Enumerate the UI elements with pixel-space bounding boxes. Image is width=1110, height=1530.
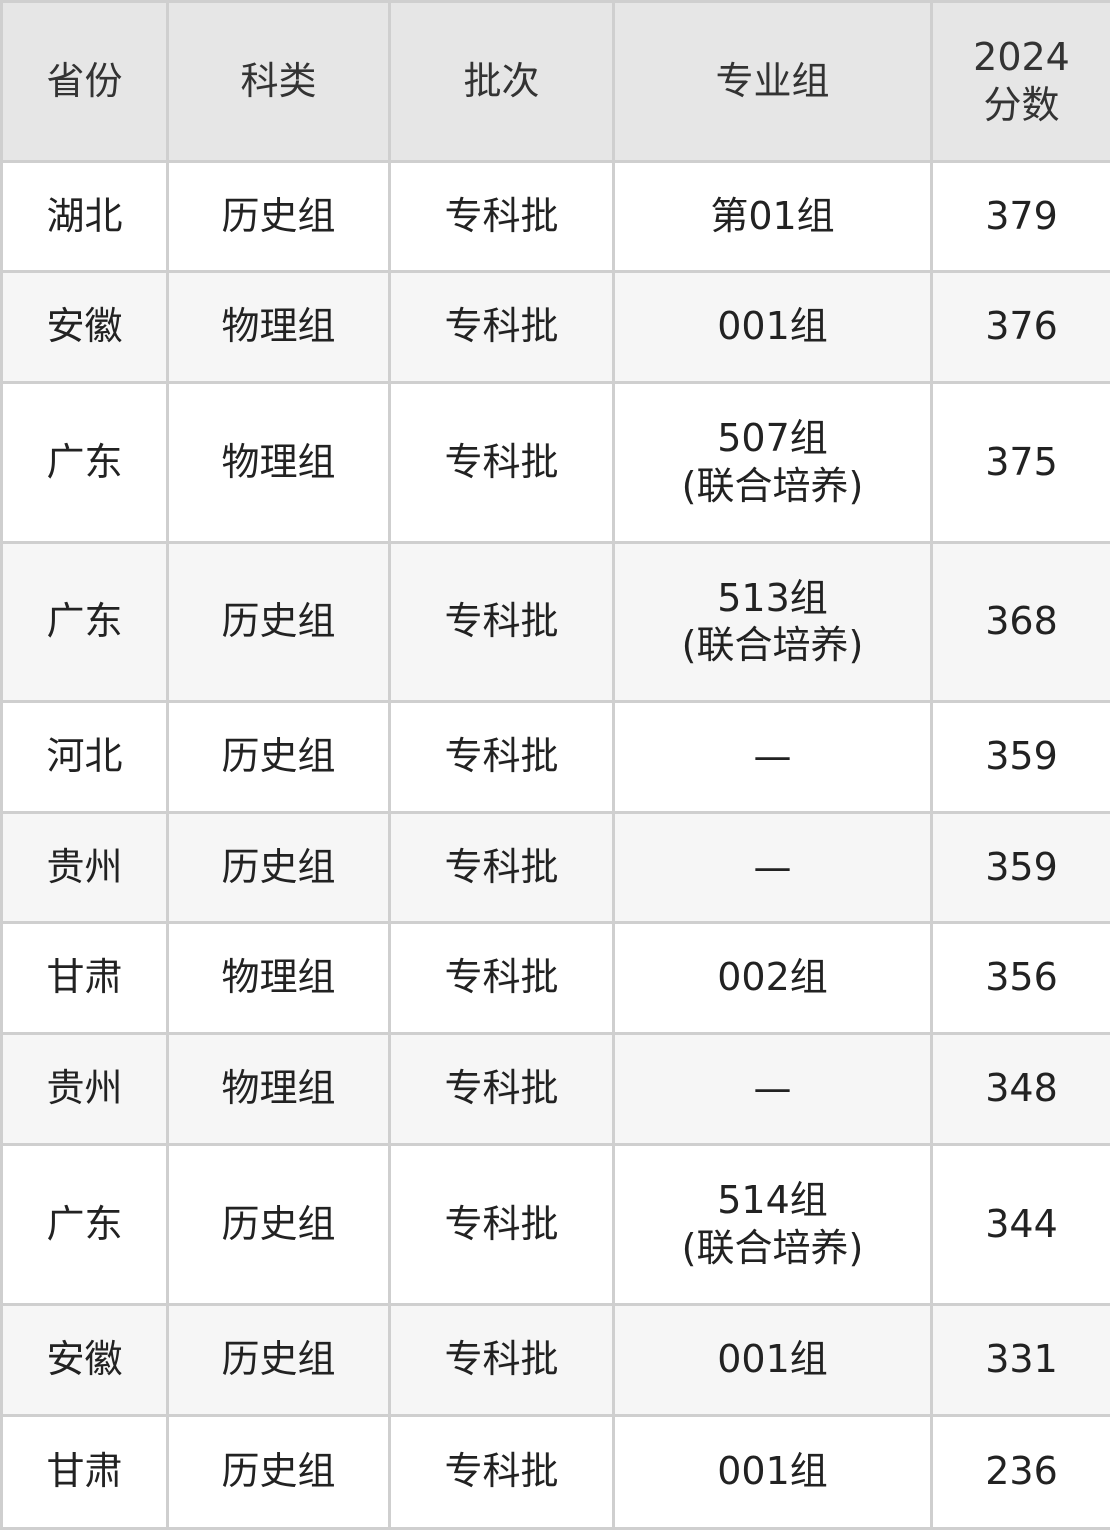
table-row: 贵州物理组专科批—348: [2, 1034, 1110, 1145]
table-cell: 历史组: [168, 543, 390, 702]
table-cell: 广东: [2, 543, 168, 702]
table-cell: 物理组: [168, 923, 390, 1034]
table-cell: 历史组: [168, 702, 390, 813]
table-cell: 第01组: [614, 162, 932, 272]
table-cell: 368: [932, 543, 1110, 702]
table-cell: 历史组: [168, 1305, 390, 1416]
table-cell: 236: [932, 1416, 1110, 1529]
table-cell: 历史组: [168, 1416, 390, 1529]
header-cell: 2024 分数: [932, 2, 1110, 162]
table-cell: 专科批: [390, 383, 614, 543]
table-cell: —: [614, 813, 932, 923]
table-row: 河北历史组专科批—359: [2, 702, 1110, 813]
table-cell: 物理组: [168, 383, 390, 543]
table-cell: 507组 (联合培养): [614, 383, 932, 543]
table-cell: 贵州: [2, 1034, 168, 1145]
table-cell: 375: [932, 383, 1110, 543]
table-cell: 湖北: [2, 162, 168, 272]
table-cell: 514组 (联合培养): [614, 1145, 932, 1305]
table-cell: —: [614, 702, 932, 813]
table-cell: 安徽: [2, 1305, 168, 1416]
table-cell: 356: [932, 923, 1110, 1034]
table-cell: 001组: [614, 1416, 932, 1529]
table-cell: 历史组: [168, 1145, 390, 1305]
table-cell: 348: [932, 1034, 1110, 1145]
table-cell: —: [614, 1034, 932, 1145]
table-row: 贵州历史组专科批—359: [2, 813, 1110, 923]
table-cell: 安徽: [2, 272, 168, 383]
table-cell: 359: [932, 702, 1110, 813]
header-cell: 科类: [168, 2, 390, 162]
table-cell: 物理组: [168, 1034, 390, 1145]
table-cell: 贵州: [2, 813, 168, 923]
table-cell: 河北: [2, 702, 168, 813]
table-cell: 广东: [2, 1145, 168, 1305]
table-cell: 专科批: [390, 813, 614, 923]
table-cell: 历史组: [168, 813, 390, 923]
table-cell: 001组: [614, 1305, 932, 1416]
table-cell: 344: [932, 1145, 1110, 1305]
table-cell: 002组: [614, 923, 932, 1034]
table-cell: 专科批: [390, 1305, 614, 1416]
table-cell: 甘肃: [2, 923, 168, 1034]
table-cell: 001组: [614, 272, 932, 383]
header-cell: 专业组: [614, 2, 932, 162]
table-cell: 专科批: [390, 1416, 614, 1529]
table-cell: 376: [932, 272, 1110, 383]
table-cell: 专科批: [390, 272, 614, 383]
table-cell: 359: [932, 813, 1110, 923]
table-cell: 专科批: [390, 162, 614, 272]
table-cell: 专科批: [390, 543, 614, 702]
table-cell: 物理组: [168, 272, 390, 383]
table-cell: 331: [932, 1305, 1110, 1416]
table-cell: 甘肃: [2, 1416, 168, 1529]
table-cell: 广东: [2, 383, 168, 543]
table-cell: 历史组: [168, 162, 390, 272]
table-cell: 专科批: [390, 923, 614, 1034]
table-cell: 专科批: [390, 1034, 614, 1145]
header-cell: 省份: [2, 2, 168, 162]
table-cell: 专科批: [390, 702, 614, 813]
table-cell: 379: [932, 162, 1110, 272]
header-cell: 批次: [390, 2, 614, 162]
table-cell: 专科批: [390, 1145, 614, 1305]
table-cell: 513组 (联合培养): [614, 543, 932, 702]
